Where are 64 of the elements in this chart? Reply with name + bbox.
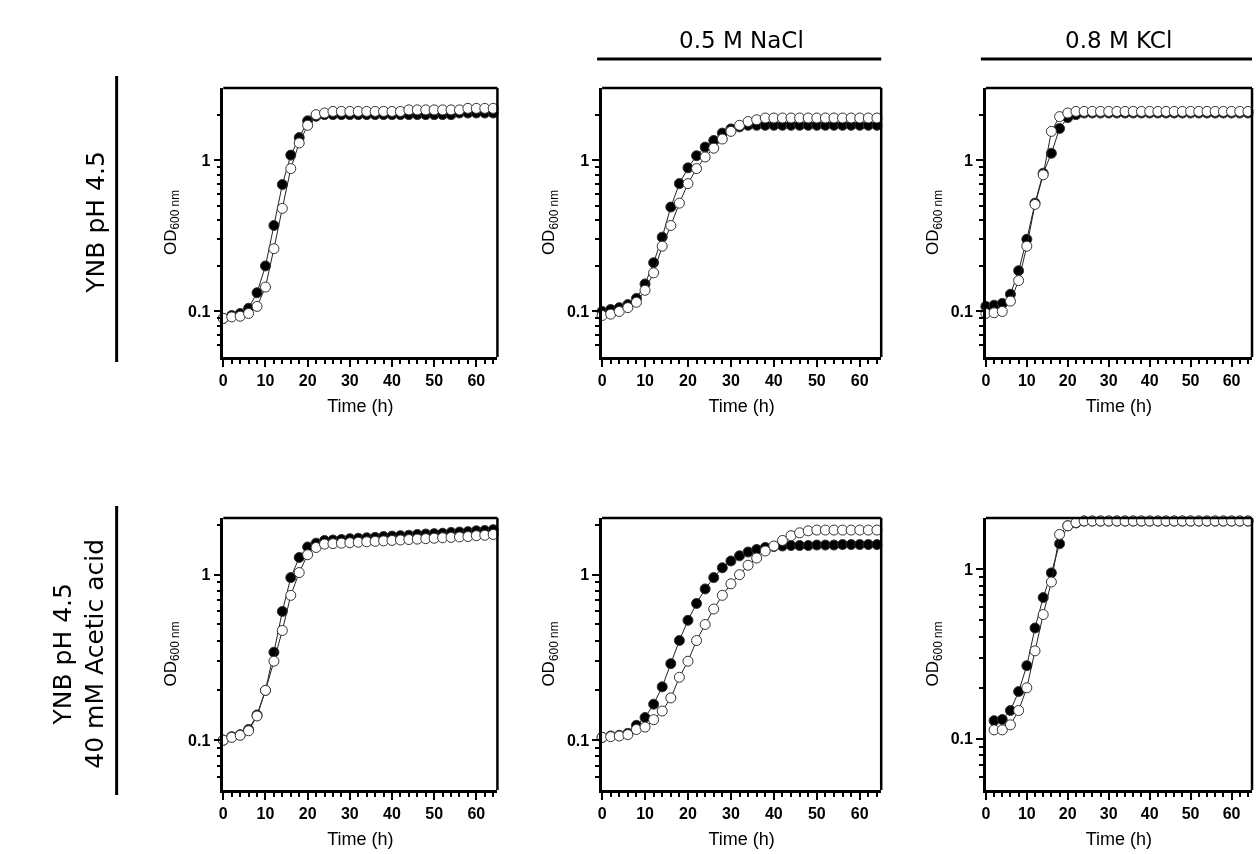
x-tick-label: 30 [722,804,740,822]
x-tick-label: 60 [467,804,486,822]
x-tick-label: 10 [256,371,275,389]
x-tick-label: 20 [298,371,317,389]
x-axis-title: Time (h) [327,829,394,850]
x-tick-label: 20 [679,804,697,822]
y-tick-label: 1 [964,560,974,578]
chart-title: 0.5 M NaCl [679,27,804,53]
x-tick-label: 50 [807,804,826,822]
y-tick-label: 0.1 [566,731,590,749]
x-tick-label: 0 [981,371,991,389]
x-tick-label: 30 [1099,804,1118,822]
x-tick-label: 30 [1099,371,1118,389]
x-tick-label: 50 [807,371,826,389]
x-tick-label: 10 [636,371,655,389]
x-tick-label: 50 [425,371,444,389]
x-tick-label: 20 [679,371,697,389]
y-tick-label: 0.1 [950,730,974,748]
x-tick-label: 60 [1222,371,1241,389]
y-tick-label: 1 [580,151,590,169]
x-tick-label: 10 [1017,804,1036,822]
x-tick-label: 30 [722,371,740,389]
text: YNB pH 4.5 [80,151,110,294]
y-tick-label: 1 [201,151,211,169]
y-tick-label: 1 [580,566,590,584]
x-axis-title: Time (h) [1085,396,1153,417]
y-tick-label: 1 [201,566,211,584]
x-axis-title: Time (h) [708,829,775,850]
x-tick-label: 40 [764,371,783,389]
x-tick-label: 20 [1058,371,1077,389]
x-tick-label: 20 [298,804,317,822]
x-tick-label: 0 [981,804,991,822]
x-tick-label: 40 [1140,371,1159,389]
x-tick-label: 30 [340,371,359,389]
text: YNB pH 4.5 40 mM Acetic acid [47,538,110,769]
x-tick-label: 50 [425,804,444,822]
x-tick-label: 20 [1058,804,1077,822]
y-tick-label: 0.1 [566,303,590,321]
x-tick-label: 60 [467,371,486,389]
x-tick-label: 40 [764,804,783,822]
x-tick-label: 40 [383,804,401,822]
x-tick-label: 40 [383,371,401,389]
x-tick-label: 50 [1181,804,1200,822]
x-tick-label: 60 [850,371,869,389]
x-tick-label: 0 [597,804,607,822]
x-tick-label: 30 [340,804,359,822]
x-tick-label: 50 [1181,371,1200,389]
x-tick-label: 60 [1222,804,1241,822]
x-tick-label: 40 [1140,804,1159,822]
x-tick-label: 10 [256,804,275,822]
x-tick-label: 0 [218,371,228,389]
chart-title: 0.8 M KCl [1065,27,1173,53]
x-tick-label: 10 [636,804,655,822]
x-axis-title: Time (h) [708,396,775,417]
x-tick-label: 0 [597,371,607,389]
y-tick-label: 0.1 [950,303,974,321]
y-tick-label: 1 [964,151,974,169]
y-tick-label: 0.1 [188,303,211,321]
x-axis-title: Time (h) [327,396,394,417]
x-tick-label: 0 [218,804,228,822]
x-axis-title: Time (h) [1085,829,1153,850]
x-tick-label: 10 [1017,371,1036,389]
y-tick-label: 0.1 [188,731,211,749]
x-tick-label: 60 [850,804,869,822]
